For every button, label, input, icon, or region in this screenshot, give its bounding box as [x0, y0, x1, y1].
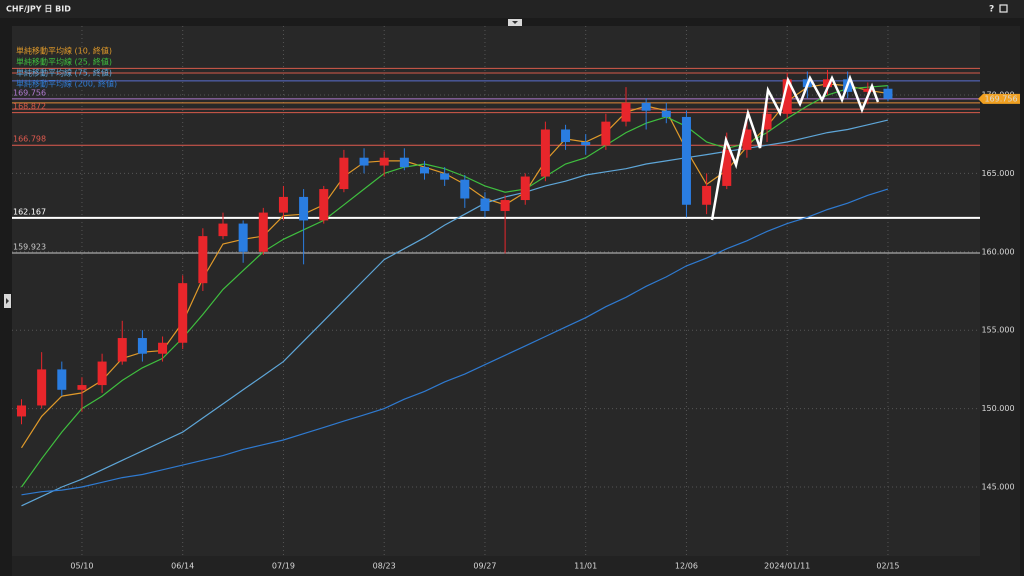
- candle-body: [561, 129, 571, 143]
- x-tick-label: 02/15: [876, 562, 899, 571]
- candle-body: [278, 196, 288, 213]
- candle-body: [299, 196, 309, 221]
- candle-body: [500, 200, 510, 212]
- price-axis: [980, 26, 1020, 556]
- candle-body: [399, 157, 409, 168]
- y-tick-label: 150.000: [981, 404, 1014, 413]
- candle-body: [722, 149, 732, 186]
- y-tick-label: 165.000: [981, 169, 1014, 178]
- plot-area: [12, 26, 980, 556]
- level-label: 166.798: [13, 135, 46, 144]
- candle-body: [480, 198, 490, 212]
- legend-entry: 単純移動平均線 (25, 終値): [16, 57, 112, 67]
- candle-body: [37, 369, 47, 406]
- candle-body: [77, 385, 87, 390]
- candle-body: [742, 129, 752, 150]
- candle-body: [319, 189, 329, 221]
- candle-body: [339, 157, 349, 190]
- candle-body: [641, 102, 651, 111]
- candle-body: [97, 361, 107, 386]
- candle-body: [218, 223, 228, 237]
- y-tick-label: 160.000: [981, 247, 1014, 256]
- level-label: 169.756: [13, 88, 46, 97]
- legend-entry: 単純移動平均線 (75, 終値): [16, 68, 112, 78]
- x-tick-label: 11/01: [574, 562, 597, 571]
- x-tick-label: 09/27: [473, 562, 496, 571]
- side-arrow: [6, 298, 9, 304]
- candle-body: [117, 338, 127, 362]
- level-label: 159.923: [13, 243, 46, 252]
- time-axis: [12, 556, 1020, 576]
- candle-body: [158, 342, 168, 354]
- price-tag-label: 169.756: [984, 94, 1017, 103]
- moving-average: [21, 188, 889, 496]
- help-button[interactable]: ?: [989, 5, 994, 15]
- candle-body: [782, 79, 792, 114]
- window-title: CHF/JPY 日 BID: [6, 5, 71, 14]
- candle-body: [359, 157, 369, 166]
- x-tick-label: 2024/01/11: [764, 562, 810, 571]
- candle-body: [863, 88, 873, 92]
- candle-body: [198, 236, 208, 284]
- candle-body: [137, 338, 147, 354]
- collapse-arrow: [512, 21, 518, 24]
- x-tick-label: 07/19: [272, 562, 295, 571]
- candle-body: [601, 121, 611, 146]
- legend-entry: 単純移動平均線 (200, 終値): [16, 79, 117, 89]
- title-bar: [0, 0, 1024, 18]
- candle-body: [762, 113, 772, 130]
- zigzag-annotation: [710, 74, 880, 221]
- maximize-button[interactable]: [999, 4, 1008, 13]
- candle-body: [883, 88, 893, 99]
- candle-body: [238, 223, 248, 252]
- candle-body: [178, 283, 188, 343]
- price-tag: [978, 93, 1020, 104]
- candle-body: [540, 129, 550, 177]
- candle-body: [520, 176, 530, 201]
- y-tick-label: 155.000: [981, 326, 1014, 335]
- candle-body: [379, 157, 389, 166]
- candle-body: [258, 212, 268, 252]
- chart-layer: 145.000150.000155.000160.000165.000170.0…: [12, 26, 1020, 571]
- level-label: 162.167: [13, 207, 46, 216]
- candle-body: [702, 185, 712, 205]
- candle-body: [661, 110, 671, 117]
- legend-entry: 単純移動平均線 (10, 終値): [16, 46, 112, 56]
- candle-body: [460, 179, 470, 199]
- candle-body: [17, 405, 26, 417]
- candle-body: [440, 173, 450, 180]
- y-tick-label: 145.000: [981, 483, 1014, 492]
- x-tick-label: 06/14: [171, 562, 194, 571]
- candle-body: [621, 102, 631, 122]
- candle-body: [681, 116, 691, 205]
- candle-body: [823, 79, 832, 88]
- candle-body: [581, 142, 591, 146]
- x-tick-label: 08/23: [373, 562, 396, 571]
- x-tick-label: 12/06: [675, 562, 698, 571]
- level-label: 168.872: [13, 102, 46, 111]
- x-tick-label: 05/10: [70, 562, 93, 571]
- candle-body: [57, 369, 67, 390]
- candle-body: [420, 167, 429, 174]
